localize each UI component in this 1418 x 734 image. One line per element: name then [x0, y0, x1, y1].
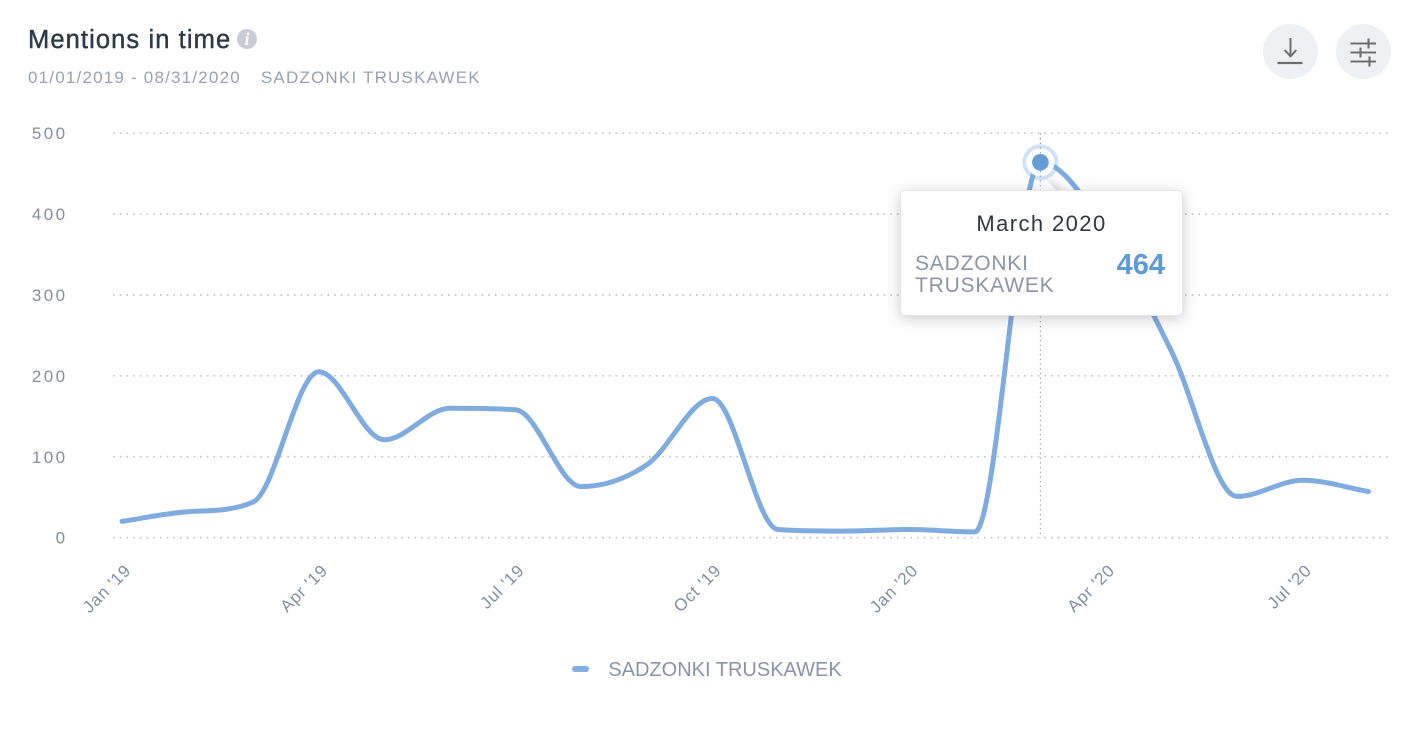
- svg-text:Jan '19: Jan '19: [79, 561, 135, 617]
- svg-text:500: 500: [32, 124, 68, 143]
- svg-text:Jan '20: Jan '20: [866, 561, 922, 617]
- svg-text:300: 300: [32, 286, 68, 305]
- svg-text:Oct '19: Oct '19: [670, 561, 725, 616]
- svg-text:0: 0: [56, 529, 68, 548]
- svg-text:200: 200: [32, 367, 68, 386]
- svg-text:400: 400: [32, 205, 68, 224]
- svg-text:100: 100: [32, 448, 68, 467]
- svg-text:Jul '20: Jul '20: [1264, 561, 1316, 613]
- svg-text:Apr '19: Apr '19: [277, 561, 332, 616]
- svg-text:Jul '19: Jul '19: [476, 561, 528, 613]
- svg-text:Apr '20: Apr '20: [1064, 561, 1119, 616]
